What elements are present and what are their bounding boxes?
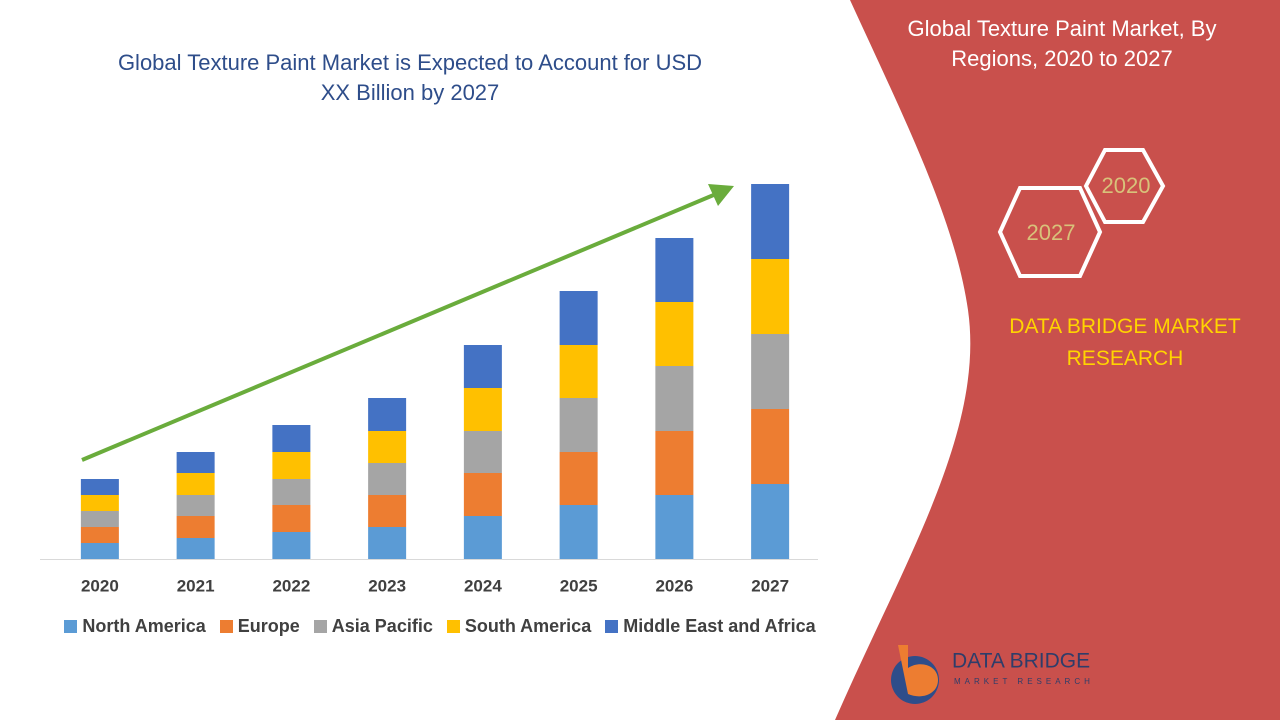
bar-segment bbox=[751, 334, 790, 409]
x-tick-label: 2024 bbox=[464, 576, 502, 595]
logo-name: DATA BRIDGE bbox=[952, 650, 1090, 673]
bar-segment bbox=[559, 291, 598, 345]
x-tick-label: 2021 bbox=[177, 576, 215, 595]
x-tick-label: 2020 bbox=[81, 576, 119, 595]
bar-segment bbox=[176, 452, 215, 473]
bar-segment bbox=[463, 345, 502, 388]
legend-swatch bbox=[64, 620, 78, 633]
brand: DATA BRIDGE MARKET RESEARCH bbox=[1009, 315, 1241, 370]
bar-segment bbox=[463, 516, 502, 559]
trend-arrow bbox=[81, 192, 717, 462]
bar-segment bbox=[80, 527, 119, 543]
x-tick-label: 2026 bbox=[655, 576, 693, 595]
legend-swatch bbox=[219, 620, 233, 633]
legend-item: Asia Pacific bbox=[313, 616, 433, 637]
bar-segment bbox=[463, 388, 502, 431]
bar-segment bbox=[272, 425, 311, 452]
hexagon bbox=[1083, 148, 1166, 224]
legend: North America Europe Asia Pacific South Ame… bbox=[40, 616, 840, 637]
bar-segment bbox=[751, 259, 790, 334]
x-tick-label: 2025 bbox=[560, 576, 598, 595]
bar-segment bbox=[751, 484, 790, 559]
legend-label: Asia Pacific bbox=[331, 616, 433, 636]
bar-segment bbox=[655, 495, 694, 559]
bar-segment bbox=[751, 409, 790, 484]
bar-segment bbox=[80, 495, 119, 511]
bar-segment bbox=[176, 516, 215, 538]
bar-segment bbox=[463, 431, 502, 473]
bar-segment bbox=[559, 398, 598, 452]
bar-segment bbox=[559, 505, 598, 559]
hexagon-label: 2027 bbox=[1027, 220, 1076, 245]
bar-segment bbox=[368, 431, 407, 463]
bar-segment bbox=[368, 527, 407, 559]
legend-label: Middle East and Africa bbox=[623, 616, 816, 636]
bar-segment bbox=[272, 452, 311, 479]
legend-item: Middle East and Africa bbox=[605, 616, 816, 637]
bar-segment bbox=[368, 495, 407, 527]
bar-segment bbox=[655, 238, 694, 302]
bar-segment bbox=[176, 538, 215, 559]
logo-tagline: MARKET RESEARCH bbox=[954, 677, 1094, 686]
legend-label: North America bbox=[82, 616, 206, 636]
legend-swatch bbox=[446, 620, 460, 633]
legend-label: Europe bbox=[237, 616, 300, 636]
hexagon bbox=[997, 186, 1103, 278]
bar-segment bbox=[655, 302, 694, 366]
bar-segment bbox=[272, 505, 311, 532]
trend-arrow-head bbox=[708, 184, 734, 206]
legend-swatch bbox=[313, 620, 327, 633]
legend-swatch bbox=[605, 620, 619, 633]
chart-title: Global Texture Paint Market is Expected … bbox=[117, 50, 703, 105]
bar-segment bbox=[559, 345, 598, 398]
bar-segment bbox=[176, 473, 215, 495]
bar-segment bbox=[272, 479, 311, 505]
legend-label: South America bbox=[464, 616, 592, 636]
bar-segment bbox=[80, 511, 119, 527]
bar-segment bbox=[80, 543, 119, 559]
bar-segment bbox=[559, 452, 598, 505]
bar-segment bbox=[463, 473, 502, 516]
x-tick-label: 2023 bbox=[368, 576, 406, 595]
x-tick-label: 2027 bbox=[751, 576, 789, 595]
logo: DATA BRIDGE MARKET RESEARCH bbox=[891, 645, 1094, 704]
bar-segment bbox=[368, 463, 407, 495]
side-title: Global Texture Paint Market, By Regions,… bbox=[907, 16, 1217, 71]
legend-item: South America bbox=[446, 616, 592, 637]
legend-item: North America bbox=[64, 616, 206, 637]
bar-segment bbox=[751, 184, 790, 259]
legend-item: Europe bbox=[219, 616, 300, 637]
bar-segment bbox=[655, 431, 694, 495]
x-tick-label: 2022 bbox=[272, 576, 310, 595]
bar-segment bbox=[368, 398, 407, 431]
logo-icon bbox=[898, 645, 938, 697]
bar-segment bbox=[80, 479, 119, 495]
side-panel-bg bbox=[835, 0, 1280, 720]
bar-segment bbox=[655, 366, 694, 431]
plot: 2020 2021 2022 2023 2024 2025 2026 2027 bbox=[40, 184, 818, 595]
bar-segment bbox=[272, 532, 311, 559]
bar-segment bbox=[176, 495, 215, 516]
hexagon-label: 2020 bbox=[1102, 173, 1151, 198]
